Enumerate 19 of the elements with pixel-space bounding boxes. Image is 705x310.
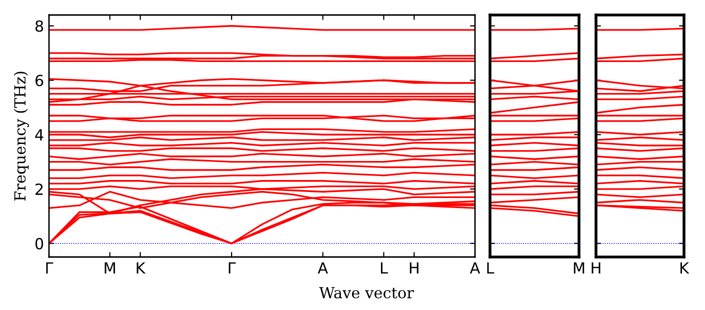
y-tick-label: 4 [35, 129, 44, 140]
x-tick-label: K [136, 262, 146, 274]
x-tick-label: A [470, 262, 480, 274]
x-tick-label: A [318, 262, 328, 274]
y-tick-label: 2 [36, 183, 43, 195]
x-tick-label: K [680, 262, 690, 274]
x-tick-label: Γ [228, 262, 236, 274]
x-tick-label: L [487, 262, 494, 274]
x-tick-label: H [592, 262, 600, 274]
y-tick-label: 8 [35, 20, 44, 32]
x-tick-label: H [410, 262, 418, 274]
x-tick-label: L [380, 262, 388, 274]
x-tick-label: M [104, 262, 115, 274]
x-tick-label: Γ [46, 262, 54, 274]
x-tick-label: M [574, 262, 584, 274]
y-tick-label: 0 [35, 238, 44, 250]
x-axis-title: Wave vector [319, 287, 414, 298]
y-tick-label: 6 [35, 74, 44, 86]
y-axis-title: Frequency (THz) [14, 72, 29, 201]
